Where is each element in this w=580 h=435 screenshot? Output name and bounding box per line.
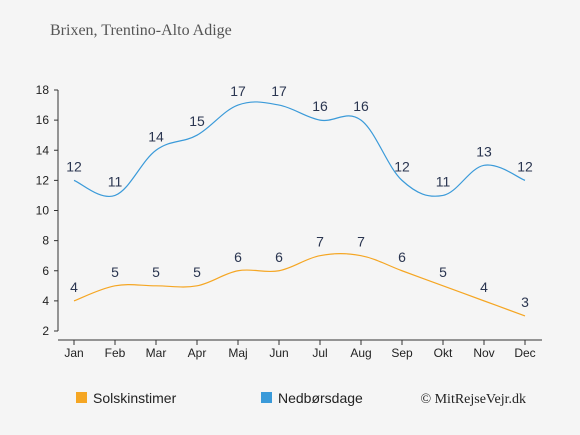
x-tick-label: Mar xyxy=(146,346,167,360)
data-label-sunshine: 6 xyxy=(398,249,406,265)
legend-label-rain: Nedbørsdage xyxy=(278,390,363,406)
legend-swatch-rain xyxy=(261,392,272,403)
x-tick-label: Feb xyxy=(105,346,126,360)
y-tick-label: 18 xyxy=(36,83,50,97)
data-label-rain: 12 xyxy=(517,158,533,174)
data-labels: 4 5 5 5 6 6 7 7 6 5 4 3 12 11 14 15 17 17 16 16 12 11 13 12 xyxy=(66,83,533,310)
legend: Solskinstimer Nedbørsdage xyxy=(76,390,363,406)
page-title: Brixen, Trentino-Alto Adige xyxy=(50,22,232,39)
data-label-sunshine: 5 xyxy=(439,264,447,280)
x-tick-label: Dec xyxy=(514,346,535,360)
data-label-sunshine: 5 xyxy=(152,264,160,280)
data-label-sunshine: 6 xyxy=(234,249,242,265)
y-tick-label: 6 xyxy=(42,264,49,278)
series-line-rain xyxy=(73,101,526,198)
data-label-sunshine: 6 xyxy=(275,249,283,265)
data-label-rain: 12 xyxy=(66,158,82,174)
data-label-rain: 17 xyxy=(230,83,246,99)
y-tick-label: 2 xyxy=(42,324,49,338)
data-label-rain: 13 xyxy=(476,143,492,159)
data-label-rain: 14 xyxy=(148,128,164,144)
data-label-sunshine: 3 xyxy=(521,294,529,310)
y-tick-label: 8 xyxy=(42,234,49,248)
data-label-sunshine: 4 xyxy=(70,279,78,295)
x-tick-label: Apr xyxy=(188,346,207,360)
x-tick-label: Okt xyxy=(434,346,453,360)
data-label-sunshine: 5 xyxy=(111,264,119,280)
x-tick-label: Sep xyxy=(391,346,413,360)
data-label-sunshine: 7 xyxy=(316,234,324,250)
data-label-rain: 11 xyxy=(108,173,123,189)
x-tick-label: Jun xyxy=(269,346,288,360)
data-label-sunshine: 5 xyxy=(193,264,201,280)
x-tick-label: Nov xyxy=(473,346,494,360)
y-tick-label: 16 xyxy=(36,113,50,127)
data-label-rain: 17 xyxy=(271,83,287,99)
legend-swatch-sunshine xyxy=(76,392,87,403)
series-layer xyxy=(73,101,526,317)
x-tick-label: Maj xyxy=(228,346,247,360)
legend-label-sunshine: Solskinstimer xyxy=(93,390,177,406)
x-tick-label: Aug xyxy=(350,346,371,360)
data-label-sunshine: 7 xyxy=(357,234,365,250)
data-label-rain: 12 xyxy=(394,158,410,174)
y-tick-label: 10 xyxy=(36,204,50,218)
data-label-rain: 15 xyxy=(189,113,205,129)
y-tick-label: 14 xyxy=(36,143,50,157)
credit-text: © MitRejseVejr.dk xyxy=(420,392,526,407)
y-tick-label: 12 xyxy=(36,173,50,187)
x-tick-label: Jan xyxy=(64,346,83,360)
series-line-sunshine xyxy=(73,253,526,317)
data-label-sunshine: 4 xyxy=(480,279,488,295)
axes: 2 4 6 8 10 12 14 16 18 Jan Feb Mar Apr Maj Jun Jul Aug Se… xyxy=(36,83,542,360)
y-tick-label: 4 xyxy=(42,294,49,308)
data-label-rain: 11 xyxy=(436,173,451,189)
x-tick-label: Jul xyxy=(312,346,327,360)
data-label-rain: 16 xyxy=(353,98,369,114)
data-label-rain: 16 xyxy=(312,98,328,114)
